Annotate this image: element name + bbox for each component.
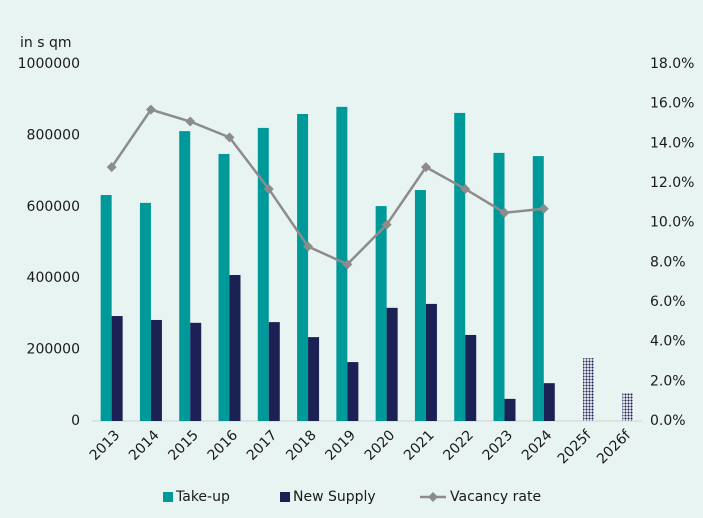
bar [297,113,309,421]
y-tick-label: 800000 [27,127,80,143]
y-tick-label: 0 [71,413,80,429]
bar [308,337,320,421]
line [110,108,544,266]
y2-tick-label: 6.0% [650,294,686,310]
y2-tick-label: 2.0% [650,373,686,389]
bar [218,153,230,422]
y2-tick-label: 16.0% [650,96,694,112]
y2-tick-label: 10.0% [650,215,694,231]
bar [268,322,280,421]
marker [263,183,274,194]
legend-marker [428,492,438,502]
bar [336,106,348,421]
y-axis-label: in s qm [20,35,71,51]
bar [532,156,544,421]
marker [224,132,235,143]
legend-label: Take-up [175,489,230,505]
bar [493,152,505,421]
bar [229,274,241,421]
bar [454,112,466,421]
bar [543,383,555,421]
bar [465,334,477,421]
y2-tick-label: 8.0% [650,254,686,270]
bar [257,127,269,421]
marker [342,259,353,270]
bar [622,393,634,421]
marker [303,241,314,252]
marker [499,207,510,218]
bar [583,358,595,421]
marker [185,116,196,127]
bar [100,195,112,421]
bar [386,307,398,421]
legend-swatch [163,492,173,502]
bar [111,316,123,421]
marker [538,203,549,214]
y2-tick-label: 0.0% [650,413,686,429]
bar [347,362,359,421]
marker [420,162,431,173]
marker [460,183,471,194]
legend-label: New Supply [293,489,376,505]
bar [150,319,162,421]
y-tick-label: 1000000 [18,56,80,72]
bar [425,303,437,421]
legend-swatch [280,492,290,502]
y-tick-label: 400000 [27,270,80,286]
y-tick-label: 200000 [27,342,80,358]
bar [375,206,387,421]
y2-tick-label: 12.0% [650,175,694,191]
legend-label: Vacancy rate [450,489,541,505]
marker [381,219,392,230]
y2-tick-label: 4.0% [650,334,686,350]
y2-tick-label: 18.0% [650,56,694,72]
bar [414,190,426,421]
marker [145,104,156,115]
y2-tick-label: 14.0% [650,135,694,151]
bar [504,398,516,421]
bar [190,322,202,421]
bar [139,202,151,421]
marker [106,162,117,173]
bar [179,131,191,421]
y-tick-label: 600000 [27,199,80,215]
